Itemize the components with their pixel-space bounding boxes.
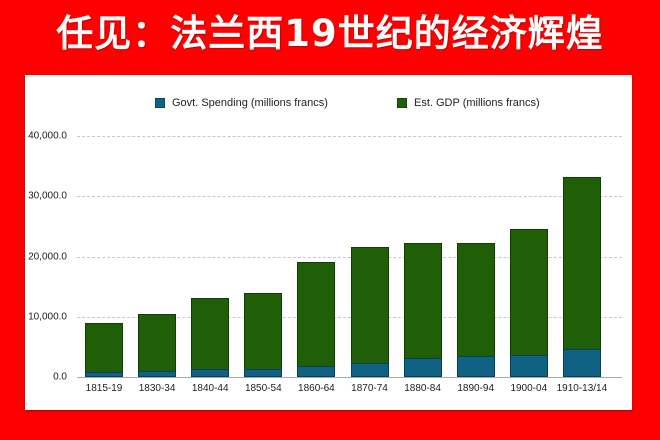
bar-est-gdp	[456, 243, 495, 377]
y-tick-label: 40,000.0	[28, 130, 67, 142]
legend-swatch-govt-spending	[155, 98, 165, 108]
legend-swatch-est-gdp	[397, 98, 407, 108]
bar-group	[85, 75, 123, 377]
y-tick-label: 30,000.0	[28, 190, 67, 202]
bar-group	[244, 75, 283, 377]
chart-legend: Govt. Spending (millions francs) Est. GD…	[25, 97, 632, 113]
x-tick-label: 1860-64	[298, 383, 335, 394]
bar-govt-spending	[509, 354, 548, 377]
legend-item-govt-spending: Govt. Spending (millions francs)	[155, 97, 328, 109]
bar-govt-spending	[138, 370, 177, 377]
plot-area: 40,000.0 30,000.0 20,000.0 10,000.0 0.0 …	[25, 75, 632, 410]
x-tick-label: 1850-54	[244, 383, 282, 394]
gridline	[77, 136, 622, 137]
bar-est-gdp	[85, 323, 123, 377]
bar-est-gdp	[138, 313, 177, 377]
bar-govt-spending	[562, 349, 601, 377]
x-tick-label: 1840-44	[191, 383, 229, 394]
bar-govt-spending	[297, 366, 336, 377]
y-tick-label: 10,000.0	[28, 311, 67, 323]
legend-label-govt-spending: Govt. Spending (millions francs)	[172, 97, 328, 109]
chart-panel: Govt. Spending (millions francs) Est. GD…	[25, 75, 632, 410]
bar-govt-spending	[191, 369, 230, 377]
bar-govt-spending	[456, 355, 495, 377]
x-tick-label: 1900-04	[510, 383, 548, 394]
bar-group	[350, 75, 389, 377]
x-tick-label: 1870-74	[351, 383, 388, 394]
page-title: 任见：法兰西19世纪的经济辉煌	[56, 12, 604, 55]
x-axis-line	[77, 377, 622, 378]
x-tick-label: 1910-13/14	[556, 383, 608, 394]
y-tick-label: 20,000.0	[28, 251, 67, 263]
bar-est-gdp	[191, 297, 230, 377]
bar-govt-spending	[403, 357, 442, 377]
bar-group	[403, 75, 442, 377]
bar-est-gdp	[562, 176, 601, 377]
gridline	[77, 257, 622, 258]
bar-govt-spending	[85, 371, 123, 377]
y-tick-label: 0.0	[53, 371, 67, 383]
legend-label-est-gdp: Est. GDP (millions francs)	[414, 97, 540, 109]
bar-group	[191, 75, 230, 377]
bar-govt-spending	[350, 363, 389, 377]
gridline	[77, 317, 622, 318]
gridline	[77, 196, 622, 197]
bar-group	[297, 75, 336, 377]
x-tick-label: 1880-84	[404, 383, 441, 394]
bar-group	[456, 75, 495, 377]
bar-est-gdp	[350, 246, 389, 377]
x-tick-label: 1830-34	[138, 383, 176, 394]
x-tick-label: 1815-19	[85, 383, 123, 394]
bar-group	[562, 75, 601, 377]
bar-govt-spending	[244, 368, 283, 377]
bar-group	[138, 75, 177, 377]
bar-est-gdp	[297, 262, 336, 377]
bar-est-gdp	[244, 292, 283, 377]
legend-item-est-gdp: Est. GDP (millions francs)	[397, 97, 540, 109]
bar-est-gdp	[509, 228, 548, 377]
bar-group	[509, 75, 548, 377]
x-tick-label: 1890-94	[457, 383, 495, 394]
